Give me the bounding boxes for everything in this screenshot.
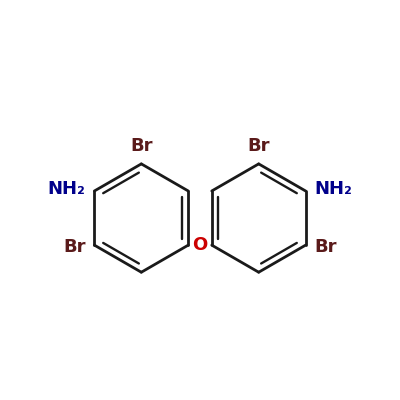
Text: Br: Br bbox=[315, 238, 337, 256]
Text: NH₂: NH₂ bbox=[48, 180, 85, 198]
Text: O: O bbox=[192, 236, 208, 254]
Text: Br: Br bbox=[63, 238, 85, 256]
Text: Br: Br bbox=[248, 137, 270, 155]
Text: NH₂: NH₂ bbox=[315, 180, 352, 198]
Text: Br: Br bbox=[130, 137, 152, 155]
